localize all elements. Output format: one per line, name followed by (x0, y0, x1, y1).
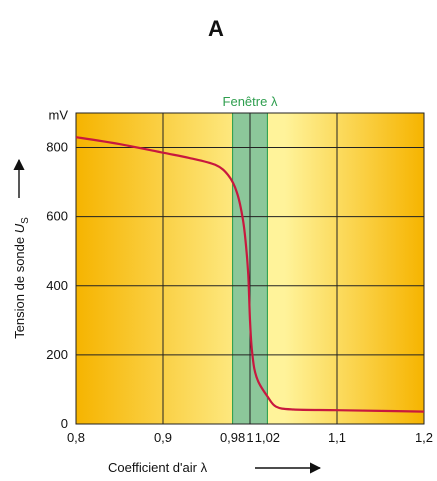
y-tick-label: 400 (46, 278, 68, 293)
x-tick-label: 1,02 (255, 430, 280, 445)
x-tick-label: 0,98 (220, 430, 245, 445)
y-tick-label: 600 (46, 209, 68, 224)
x-tick-labels: 0,8 0,9 0,98 1 1,02 1,1 1,2 (67, 430, 433, 445)
plot-frame (75, 112, 425, 425)
y-tick-label: 0 (61, 416, 68, 431)
x-tick-label: 1,1 (328, 430, 346, 445)
x-tick-label: 0,9 (154, 430, 172, 445)
lambda-window-label: Fenêtre λ (223, 94, 278, 109)
sensor-voltage-curve (75, 136, 425, 413)
grid (76, 113, 424, 424)
x-tick-label: 1,2 (415, 430, 433, 445)
panel-letter: A (208, 16, 224, 41)
y-axis-subscript: S (20, 217, 31, 224)
y-axis-title: Tension de sonde US (12, 217, 31, 339)
x-tick-label: 1 (246, 430, 253, 445)
y-tick-label: 800 (46, 140, 68, 155)
y-axis-symbol: U (12, 223, 27, 233)
y-axis-title-text: Tension de sonde (12, 233, 27, 339)
y-unit-label: mV (49, 108, 69, 123)
svg-text:Tension de sonde US: Tension de sonde US (12, 217, 31, 339)
x-axis-title: Coefficient d'air λ (108, 460, 208, 475)
y-tick-label: 200 (46, 347, 68, 362)
y-tick-labels: 0 200 400 600 800 (46, 140, 68, 431)
x-tick-label: 0,8 (67, 430, 85, 445)
